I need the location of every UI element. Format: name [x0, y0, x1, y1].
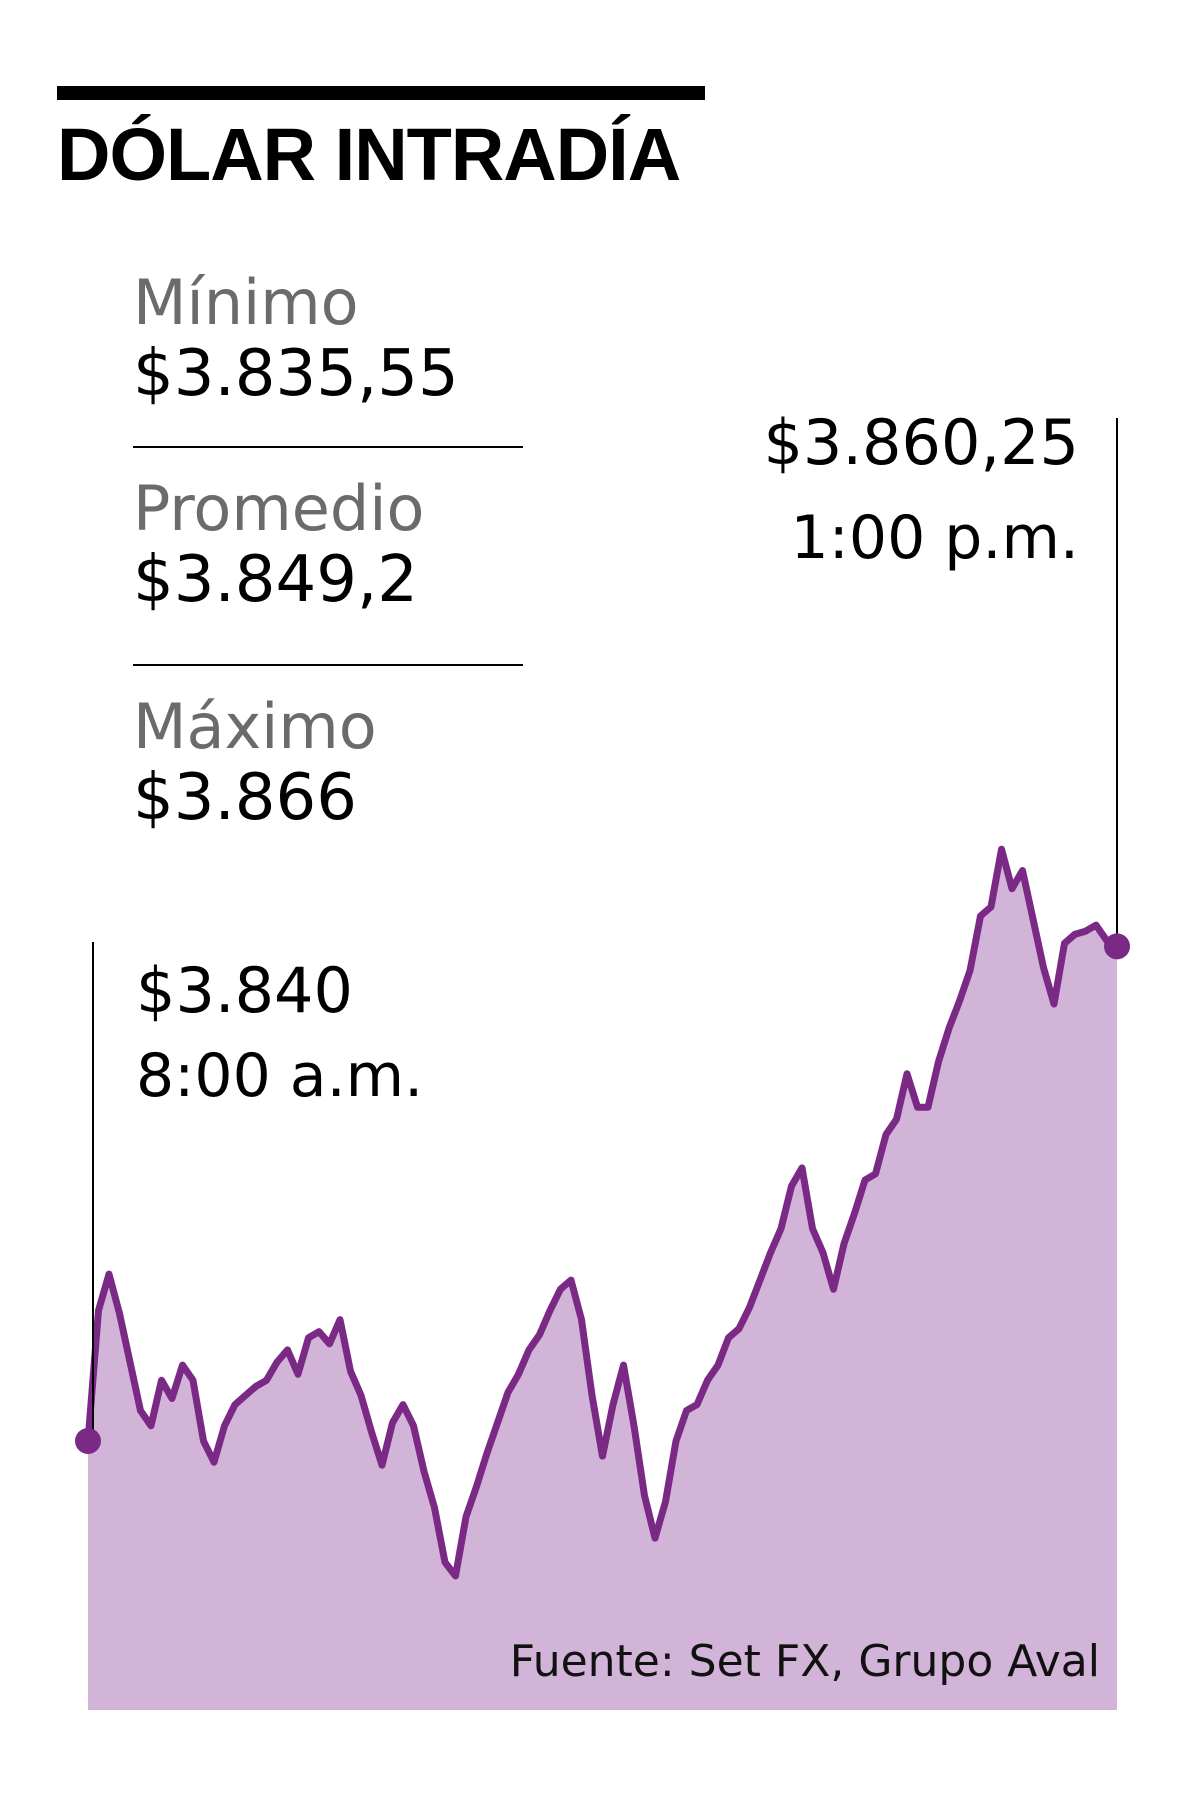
max-value: $3.866	[133, 761, 357, 835]
avg-value: $3.849,2	[133, 543, 418, 617]
chart-title: DÓLAR INTRADÍA	[57, 113, 681, 196]
area-fill	[88, 849, 1117, 1710]
close-time: 1:00 p.m.	[790, 503, 1080, 573]
open-point	[75, 1427, 101, 1454]
stats-divider-2	[133, 664, 523, 666]
close-value: $3.860,25	[763, 406, 1079, 479]
stats-divider-1	[133, 446, 523, 448]
series-line	[84, 845, 1119, 1580]
open-time: 8:00 a.m.	[136, 1041, 424, 1111]
max-label: Máximo	[133, 690, 377, 763]
open-value: $3.840	[136, 954, 353, 1027]
close-point	[1104, 933, 1130, 960]
avg-label: Promedio	[133, 472, 425, 545]
min-label: Mínimo	[133, 266, 359, 339]
top-rule	[57, 86, 705, 100]
min-value: $3.835,55	[133, 337, 459, 411]
source-note: Fuente: Set FX, Grupo Aval	[509, 1636, 1100, 1687]
